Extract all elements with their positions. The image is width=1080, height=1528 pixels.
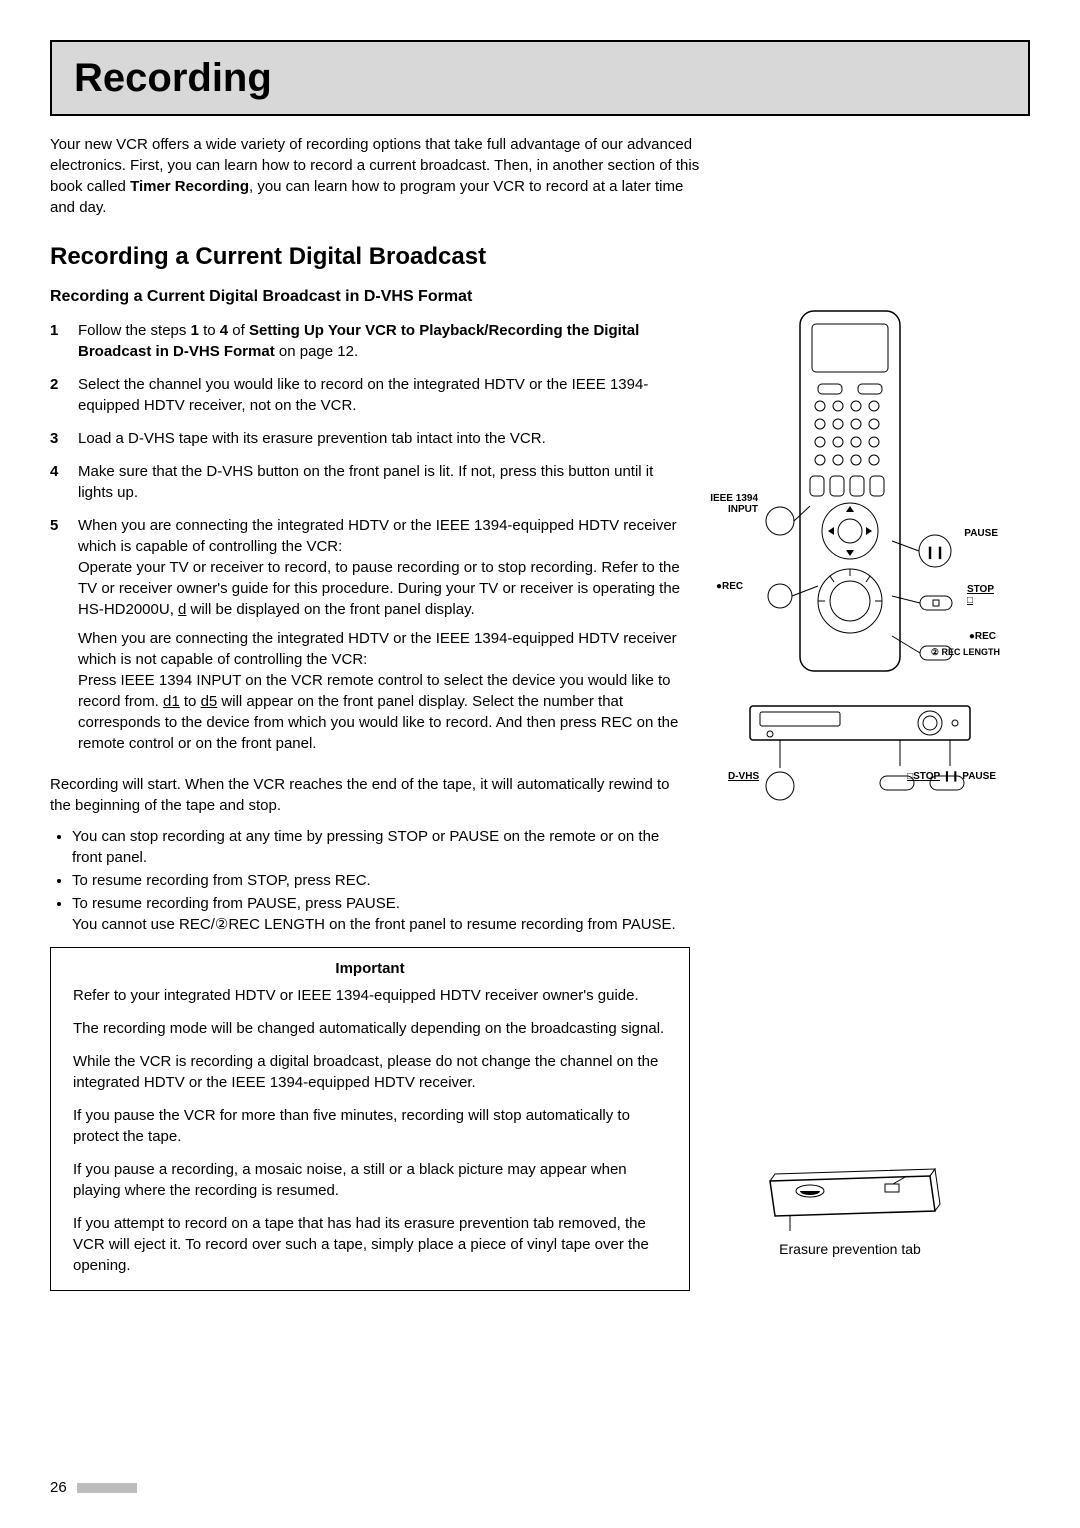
subsection-heading: Recording a Current Digital Broadcast in… bbox=[50, 286, 690, 308]
t: 4 bbox=[220, 322, 228, 339]
t: d1 bbox=[163, 693, 180, 710]
post-steps: Recording will start. When the VCR reach… bbox=[50, 774, 690, 816]
step-3: 3 Load a D-VHS tape with its erasure pre… bbox=[50, 428, 690, 449]
bullet: To resume recording from STOP, press REC… bbox=[72, 870, 690, 891]
section-heading: Recording a Current Digital Broadcast bbox=[50, 240, 1030, 274]
step-number: 4 bbox=[50, 461, 78, 503]
important-title: Important bbox=[73, 958, 667, 979]
t: Follow the steps bbox=[78, 322, 191, 339]
label-rec: ●REC bbox=[716, 581, 743, 592]
intro-paragraph: Your new VCR offers a wide variety of re… bbox=[50, 134, 710, 218]
step-number: 3 bbox=[50, 428, 78, 449]
right-column: ❙❙ bbox=[710, 286, 1030, 1291]
content-row: Recording a Current Digital Broadcast in… bbox=[50, 286, 1030, 1291]
t: You cannot use REC/②REC LENGTH on the fr… bbox=[72, 916, 676, 933]
page-number: 26 bbox=[50, 1477, 137, 1498]
bullets: You can stop recording at any time by pr… bbox=[72, 826, 690, 935]
label-dvhs: D-VHS bbox=[728, 771, 759, 782]
t: When you are connecting the integrated H… bbox=[78, 517, 677, 555]
intro-bold: Timer Recording bbox=[130, 178, 249, 195]
page-bar-icon bbox=[77, 1483, 137, 1493]
label-stop: STOP□ bbox=[967, 584, 994, 606]
remote-icon: ❙❙ bbox=[710, 306, 990, 806]
step-body: Load a D-VHS tape with its erasure preve… bbox=[78, 428, 690, 449]
label-rec-right: ●REC bbox=[969, 631, 996, 642]
t: When you are connecting the integrated H… bbox=[78, 630, 677, 668]
important-p: If you attempt to record on a tape that … bbox=[73, 1213, 667, 1276]
title-box: Recording bbox=[50, 40, 1030, 116]
step-body: Select the channel you would like to rec… bbox=[78, 374, 690, 416]
t: STOP bbox=[967, 584, 994, 595]
left-column: Recording a Current Digital Broadcast in… bbox=[50, 286, 690, 1291]
t: to bbox=[199, 322, 220, 339]
step-body: Make sure that the D-VHS button on the f… bbox=[78, 461, 690, 503]
bullet: You can stop recording at any time by pr… bbox=[72, 826, 690, 868]
cassette-icon bbox=[750, 1166, 950, 1236]
t: of bbox=[228, 322, 249, 339]
cassette-caption: Erasure prevention tab bbox=[710, 1240, 990, 1260]
t: d5 bbox=[201, 693, 218, 710]
label-ieee-input: IEEE 1394 INPUT bbox=[702, 493, 758, 515]
t: 1 bbox=[191, 322, 199, 339]
label-rec-length: ② REC LENGTH bbox=[931, 648, 1000, 658]
step-number: 2 bbox=[50, 374, 78, 416]
steps-list: 1 Follow the steps 1 to 4 of Setting Up … bbox=[50, 320, 690, 762]
important-p: Refer to your integrated HDTV or IEEE 13… bbox=[73, 985, 667, 1006]
important-p: While the VCR is recording a digital bro… bbox=[73, 1051, 667, 1093]
t: ❙❙ PAUSE bbox=[940, 771, 996, 782]
important-box: Important Refer to your integrated HDTV … bbox=[50, 947, 690, 1291]
step-body: Follow the steps 1 to 4 of Setting Up Yo… bbox=[78, 320, 690, 362]
bullet: To resume recording from PAUSE, press PA… bbox=[72, 893, 690, 935]
label-stop-pause: □STOP ❙❙ PAUSE bbox=[907, 771, 996, 782]
important-p: If you pause the VCR for more than five … bbox=[73, 1105, 667, 1147]
step-number: 1 bbox=[50, 320, 78, 362]
p: When you are connecting the integrated H… bbox=[78, 628, 690, 754]
remote-illustration: ❙❙ bbox=[710, 306, 990, 806]
important-p: If you pause a recording, a mosaic noise… bbox=[73, 1159, 667, 1201]
t: To resume recording from PAUSE, press PA… bbox=[72, 895, 400, 912]
page-number-text: 26 bbox=[50, 1477, 67, 1498]
cassette-illustration: Erasure prevention tab bbox=[710, 1166, 990, 1260]
t: will be displayed on the front panel dis… bbox=[186, 601, 474, 618]
step-number: 5 bbox=[50, 515, 78, 762]
step-1: 1 Follow the steps 1 to 4 of Setting Up … bbox=[50, 320, 690, 362]
page-title: Recording bbox=[74, 50, 1006, 106]
p: When you are connecting the integrated H… bbox=[78, 515, 690, 620]
step-5: 5 When you are connecting the integrated… bbox=[50, 515, 690, 762]
step-body: When you are connecting the integrated H… bbox=[78, 515, 690, 762]
important-p: The recording mode will be changed autom… bbox=[73, 1018, 667, 1039]
t: □STOP bbox=[907, 771, 940, 782]
step-2: 2 Select the channel you would like to r… bbox=[50, 374, 690, 416]
t: on page 12. bbox=[275, 343, 358, 360]
label-pause: PAUSE bbox=[964, 528, 998, 539]
t: to bbox=[180, 693, 201, 710]
step-4: 4 Make sure that the D-VHS button on the… bbox=[50, 461, 690, 503]
svg-text:❙❙: ❙❙ bbox=[925, 545, 945, 560]
